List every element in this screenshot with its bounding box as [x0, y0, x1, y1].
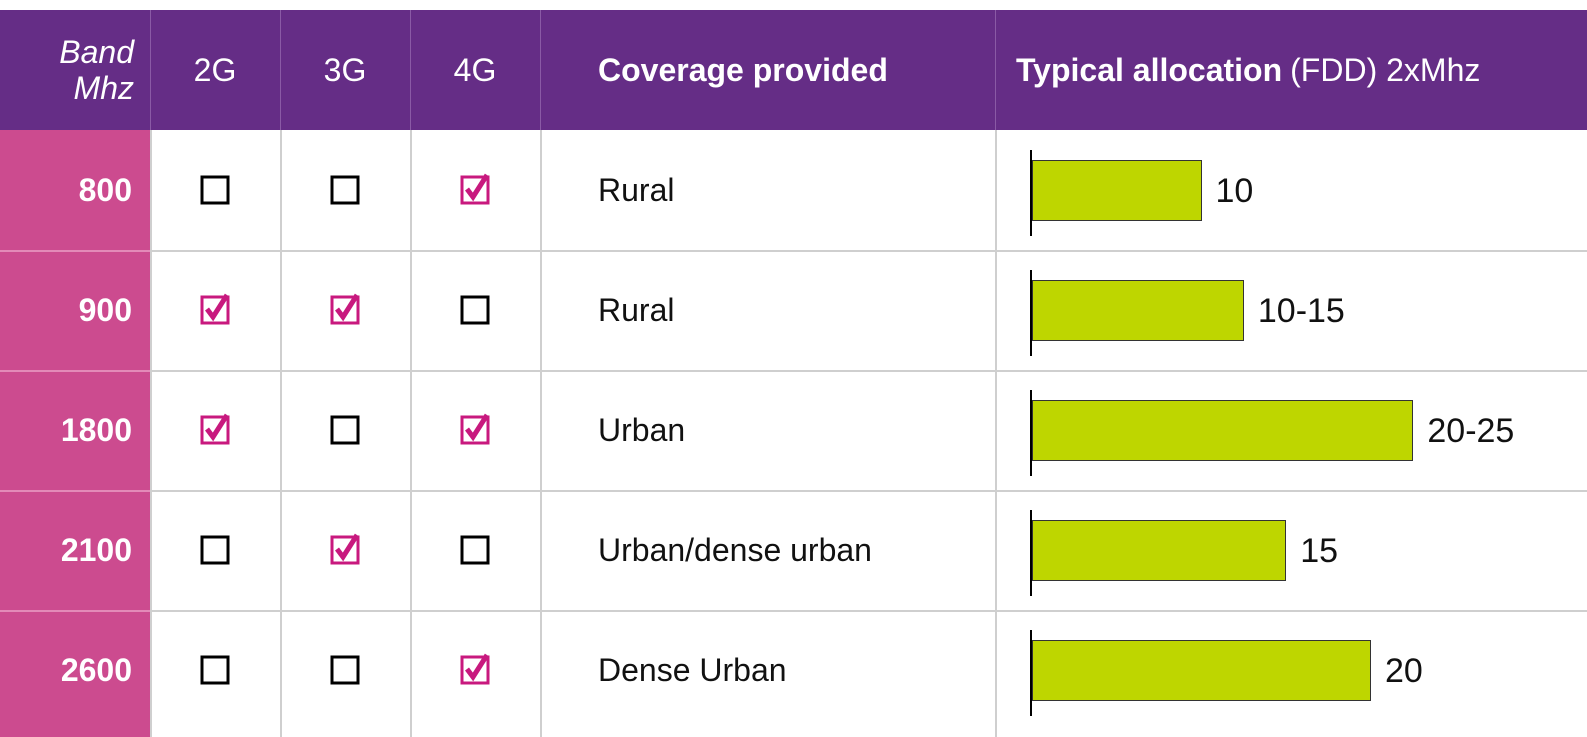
allocation-bar — [1032, 640, 1371, 701]
allocation-bar — [1032, 400, 1414, 461]
allocation-bar — [1032, 520, 1287, 581]
coverage-header: Coverage provided — [598, 51, 888, 88]
band-label: 900 — [78, 291, 132, 328]
grid-line — [540, 130, 542, 737]
coverage-text: Dense Urban — [598, 651, 787, 688]
coverage-text: Rural — [598, 291, 675, 328]
checkbox-checked — [329, 532, 363, 566]
band-label: 2600 — [60, 651, 132, 688]
band-label: 2100 — [60, 531, 132, 568]
grid-line — [150, 610, 1587, 612]
header-divider — [540, 10, 541, 130]
checkbox — [329, 412, 363, 446]
band-divider — [0, 610, 150, 612]
band-label: 1800 — [60, 411, 132, 448]
allocation-label: 10 — [1215, 172, 1254, 210]
checkbox — [459, 292, 493, 326]
tech-header: 4G — [453, 51, 497, 88]
bar-axis — [1030, 150, 1032, 236]
band-header-line: Band — [59, 34, 134, 70]
band-divider — [0, 250, 150, 252]
allocation-label: 20 — [1385, 652, 1423, 690]
allocation-label: 20-25 — [1427, 412, 1515, 450]
tech-header: 2G — [193, 51, 237, 88]
header-divider — [280, 10, 281, 130]
header-bg — [0, 10, 1587, 130]
band-column — [0, 130, 150, 737]
allocation-header-bold: Typical allocation — [1016, 51, 1283, 88]
grid-line — [280, 130, 282, 737]
band-divider — [0, 490, 150, 492]
header-divider — [150, 10, 151, 130]
checkbox — [199, 652, 233, 686]
checkbox-checked — [199, 412, 233, 446]
checkbox-checked — [329, 292, 363, 326]
coverage-text: Rural — [598, 171, 675, 208]
coverage-text: Urban — [598, 411, 686, 448]
allocation-label: 15 — [1300, 532, 1339, 570]
checkbox — [329, 172, 363, 206]
bar-axis — [1030, 510, 1032, 596]
bar-axis — [1030, 390, 1032, 476]
checkbox — [199, 532, 233, 566]
band-header: Band Mhz — [0, 10, 150, 130]
checkbox-checked — [459, 412, 493, 446]
grid-line — [410, 130, 412, 737]
allocation-header: Typical allocation (FDD) 2xMhz — [1016, 10, 1480, 130]
coverage-text: Urban/dense urban — [598, 531, 872, 568]
grid-line — [150, 250, 1587, 252]
allocation-bar — [1032, 280, 1244, 341]
checkbox — [329, 652, 363, 686]
grid-line — [150, 130, 152, 737]
band-label: 800 — [78, 171, 132, 208]
allocation-header-rest: (FDD) 2xMhz — [1290, 51, 1481, 88]
bar-axis — [1030, 630, 1032, 716]
band-header-line: Mhz — [73, 70, 134, 106]
checkbox-checked — [459, 652, 493, 686]
tech-header: 3G — [323, 51, 367, 88]
bar-axis — [1030, 270, 1032, 356]
grid-line — [150, 490, 1587, 492]
checkbox — [459, 532, 493, 566]
allocation-label: 10-15 — [1257, 292, 1345, 330]
header-divider — [410, 10, 411, 130]
band-divider — [0, 370, 150, 372]
checkbox — [199, 172, 233, 206]
grid-line — [150, 370, 1587, 372]
checkbox-checked — [459, 172, 493, 206]
allocation-bar — [1032, 160, 1202, 221]
grid-line — [995, 130, 997, 737]
header-divider — [995, 10, 996, 130]
checkbox-checked — [199, 292, 233, 326]
